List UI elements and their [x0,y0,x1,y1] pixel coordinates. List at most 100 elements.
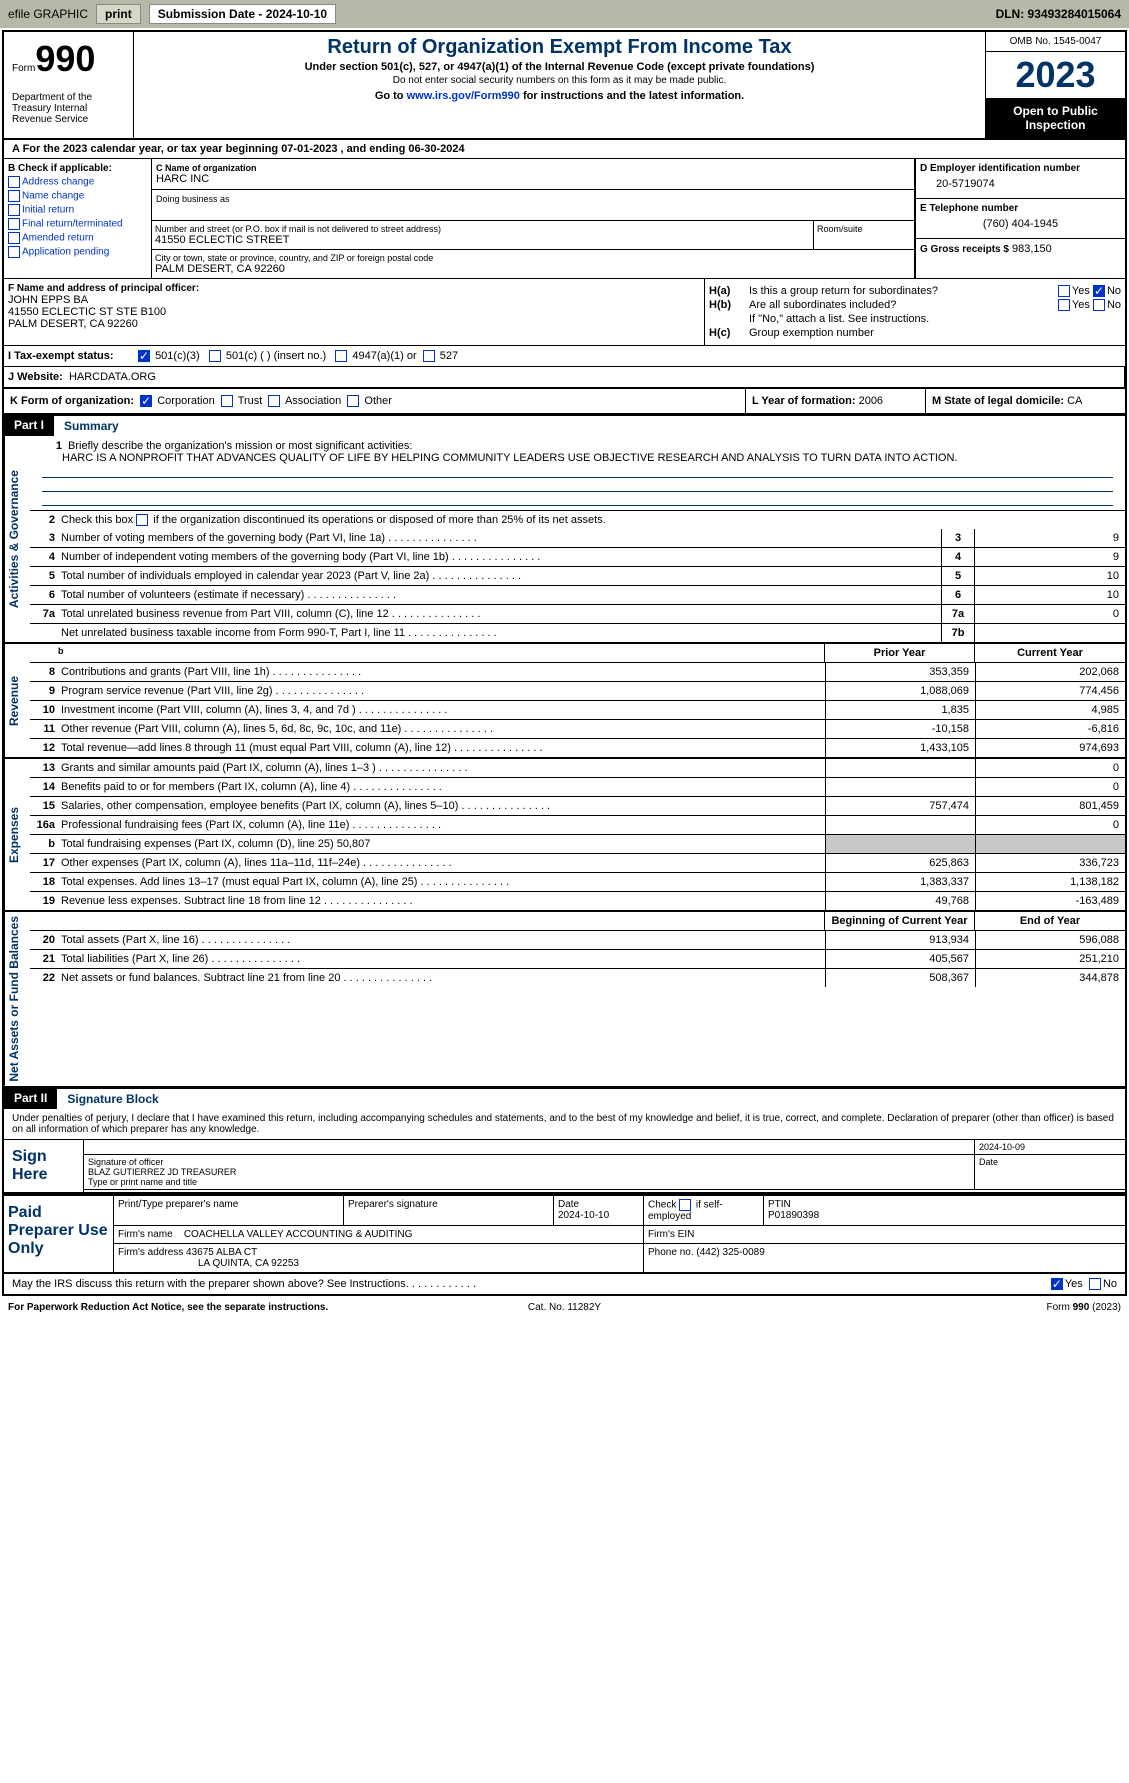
open-to-public: Open to Public Inspection [986,98,1125,138]
chk-assoc[interactable]: Association [268,395,341,407]
hb-yes-no[interactable]: Yes No [1058,299,1121,311]
dln: DLN: 93493284015064 [996,7,1121,21]
summary-row: 7aTotal unrelated business revenue from … [30,605,1125,624]
summary-row: 13Grants and similar amounts paid (Part … [30,759,1125,778]
gross-receipts-value: 983,150 [1012,243,1052,255]
form-header: Form990 Department of the Treasury Inter… [4,32,1125,140]
header-left: Form990 Department of the Treasury Inter… [4,32,134,138]
section-f: F Name and address of principal officer:… [4,279,705,345]
part-2-header: Part II Signature Block [4,1088,1125,1109]
summary-row: 3Number of voting members of the governi… [30,529,1125,548]
summary-row: 21Total liabilities (Part X, line 26)405… [30,950,1125,969]
chk-trust[interactable]: Trust [221,395,263,407]
officer-name: JOHN EPPS BA [8,294,700,306]
right-info-col: D Employer identification number 20-5719… [915,159,1125,278]
website-url: HARCDATA.ORG [69,371,156,383]
chk-527[interactable]: 527 [423,350,458,362]
summary-row: Net unrelated business taxable income fr… [30,624,1125,642]
room-suite: Room/suite [814,221,914,249]
section-m: M State of legal domicile: CA [925,389,1125,413]
firm-name: COACHELLA VALLEY ACCOUNTING & AUDITING [184,1229,413,1240]
sign-here-label: Sign Here [4,1140,84,1192]
chk-initial-return[interactable]: Initial return [8,204,147,216]
net-label: Net Assets or Fund Balances [4,912,30,1086]
summary-row: 18Total expenses. Add lines 13–17 (must … [30,873,1125,892]
paperwork-notice: For Paperwork Reduction Act Notice, see … [8,1302,379,1313]
firm-addr2: LA QUINTA, CA 92253 [118,1258,639,1269]
sig-date: 2024-10-09 [975,1140,1125,1154]
summary-row: 10Investment income (Part VIII, column (… [30,701,1125,720]
ptin: P01890398 [768,1210,1121,1221]
summary-row: 11Other revenue (Part VIII, column (A), … [30,720,1125,739]
street-address: 41550 ECLECTIC STREET [155,234,810,246]
section-f-h: F Name and address of principal officer:… [4,279,1125,346]
efile-label: efile GRAPHIC [8,7,88,21]
chk-app-pending[interactable]: Application pending [8,246,147,258]
irs-link[interactable]: www.irs.gov/Form990 [407,90,520,102]
ssn-note: Do not enter social security numbers on … [138,75,981,86]
mission-text: HARC IS A NONPROFIT THAT ADVANCES QUALIT… [34,452,1121,464]
chk-final-return[interactable]: Final return/terminated [8,218,147,230]
section-b: B Check if applicable: Address change Na… [4,159,152,278]
section-j: J Website: HARCDATA.ORG [4,367,1125,389]
header-right: OMB No. 1545-0047 2023 Open to Public In… [985,32,1125,138]
line-a-tax-year: A For the 2023 calendar year, or tax yea… [4,140,1125,159]
chk-4947[interactable]: 4947(a)(1) or [335,350,416,362]
net-header: Beginning of Current Year End of Year [30,912,1125,931]
summary-row: 4Number of independent voting members of… [30,548,1125,567]
top-bar: efile GRAPHIC print Submission Date - 20… [0,0,1129,28]
signature-intro: Under penalties of perjury, I declare th… [4,1109,1125,1140]
submission-date: Submission Date - 2024-10-10 [149,4,336,24]
section-b-header: B Check if applicable: [8,163,147,174]
chk-amended[interactable]: Amended return [8,232,147,244]
exp-label: Expenses [4,759,30,910]
chk-discontinued[interactable] [136,514,148,526]
line-1-mission: 1Briefly describe the organization's mis… [30,436,1125,511]
chk-corp[interactable]: Corporation [140,395,215,407]
firm-phone: (442) 325-0089 [696,1247,764,1258]
summary-row: bTotal fundraising expenses (Part IX, co… [30,835,1125,854]
chk-other[interactable]: Other [347,395,392,407]
summary-row: 20Total assets (Part X, line 16)913,9345… [30,931,1125,950]
city-row: City or town, state or province, country… [152,250,914,278]
summary-row: 17Other expenses (Part IX, column (A), l… [30,854,1125,873]
discuss-yes[interactable]: Yes [1051,1278,1083,1290]
section-c-through-g-right: C Name of organization HARC INC Doing bu… [152,159,1125,278]
summary-row: 8Contributions and grants (Part VIII, li… [30,663,1125,682]
gov-label: Activities & Governance [4,436,30,642]
section-i: I Tax-exempt status: 501(c)(3) 501(c) ( … [4,346,1125,367]
header-center: Return of Organization Exempt From Incom… [134,32,985,138]
print-button[interactable]: print [96,4,141,24]
form-number: 990 [35,38,95,79]
form-subtitle: Under section 501(c), 527, or 4947(a)(1)… [138,61,981,73]
org-name-block: C Name of organization HARC INC [152,159,914,190]
section-l: L Year of formation: 2006 [745,389,925,413]
chk-name-change[interactable]: Name change [8,190,147,202]
page-footer: For Paperwork Reduction Act Notice, see … [0,1298,1129,1317]
chk-self-employed[interactable]: Check if self-employed [644,1196,764,1225]
form-label: Form [12,63,35,74]
summary-row: 9Program service revenue (Part VIII, lin… [30,682,1125,701]
instructions-link-row: Go to www.irs.gov/Form990 for instructio… [138,90,981,102]
line-2: Check this box if the organization disco… [58,511,1125,529]
chk-address-change[interactable]: Address change [8,176,147,188]
summary-row: 6Total number of volunteers (estimate if… [30,586,1125,605]
summary-row: 16aProfessional fundraising fees (Part I… [30,816,1125,835]
cat-no: Cat. No. 11282Y [379,1302,750,1313]
dba-block: Doing business as [152,190,914,221]
summary-row: 19Revenue less expenses. Subtract line 1… [30,892,1125,910]
form-title: Return of Organization Exempt From Incom… [138,36,981,59]
paid-preparer-block: Paid Preparer Use Only Print/Type prepar… [4,1194,1125,1274]
chk-501c[interactable]: 501(c) ( ) (insert no.) [209,350,326,362]
summary-revenue: Revenue b Prior Year Current Year 8Contr… [4,644,1125,759]
part-1-header: Part I Summary [4,415,1125,436]
officer-addr1: 41550 ECLECTIC ST STE B100 [8,306,700,318]
summary-row: 12Total revenue—add lines 8 through 11 (… [30,739,1125,757]
summary-row: 5Total number of individuals employed in… [30,567,1125,586]
omb-number: OMB No. 1545-0047 [986,32,1125,52]
chk-501c3[interactable]: 501(c)(3) [138,350,200,362]
ha-yes-no[interactable]: Yes No [1058,285,1121,297]
discuss-no[interactable]: No [1089,1278,1117,1290]
org-name: HARC INC [156,173,910,185]
city-state-zip: PALM DESERT, CA 92260 [155,263,911,275]
